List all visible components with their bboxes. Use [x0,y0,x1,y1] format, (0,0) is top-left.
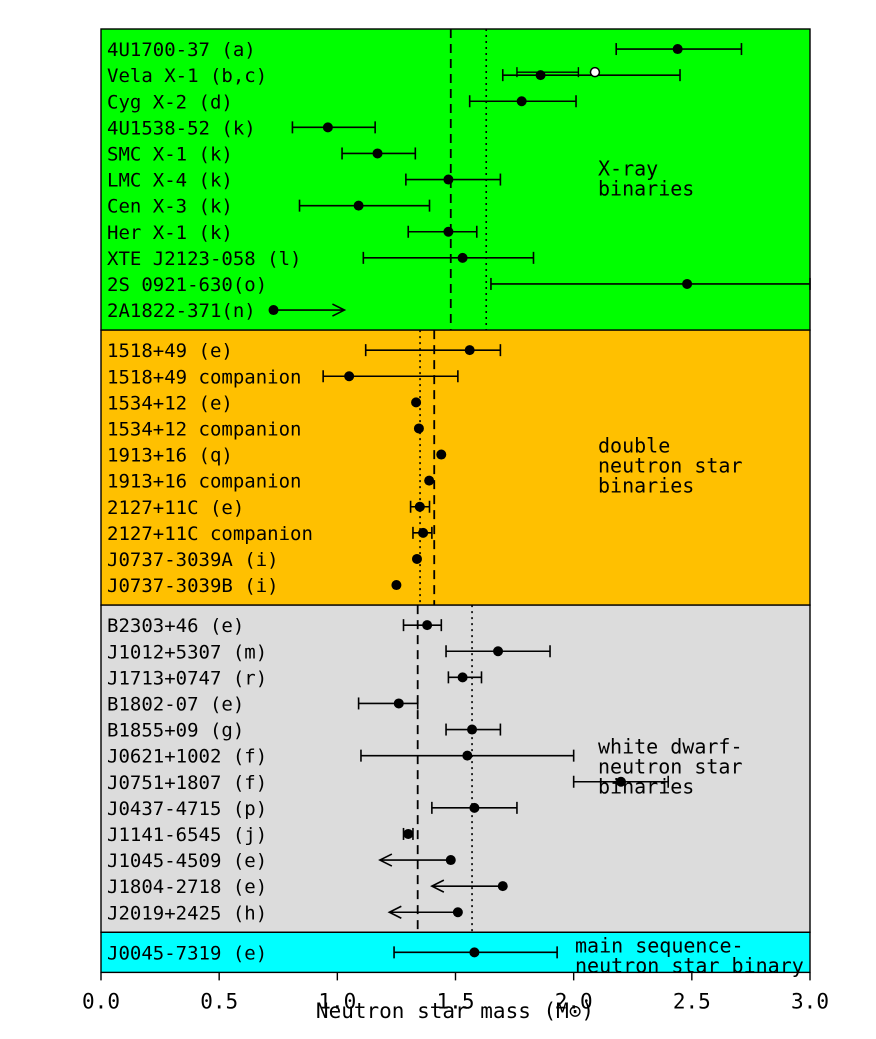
data-point [391,580,402,591]
group-label: neutron star binary [575,953,804,977]
data-point [516,96,527,107]
data-point [268,305,279,316]
data-point [422,620,433,631]
limit-arrow [378,853,393,867]
row-label: J0737-3039B (i) [107,575,279,597]
open-marker [589,66,601,78]
limit-arrow [332,303,347,317]
row-label: 2127+11C companion [107,523,313,545]
row-labels: 4U1700-37 (a) Vela X-1 (b,c) Cyg X-2 (d) 4U… [107,39,313,964]
group-band [100,604,811,933]
data-point [615,776,626,787]
data-point [403,828,414,839]
data-point [457,252,468,263]
x-tick-label: 0.0 [82,989,120,1013]
row-label: LMC X-4 (k) [107,170,233,192]
row-label: J1713+0747 (r) [107,667,267,689]
group-label: double [598,434,670,458]
row-label: J1045-4509 (e) [107,850,267,872]
data-point [411,397,422,408]
row-label: 4U1700-37 (a) [107,39,256,61]
group-label: white dwarf- [598,735,743,759]
data-point [393,698,404,709]
row-label: J0751+1807 (f) [107,772,267,794]
group-label: main sequence- [575,933,744,957]
group-label: neutron star [598,755,743,779]
row-label: 1913+16 (q) [107,445,233,467]
row-label: J0621+1002 (f) [107,746,267,768]
row-label: J1141-6545 (j) [107,824,267,846]
row-label: J1012+5307 (m) [107,641,267,663]
group-label: binaries [598,177,694,201]
row-label: XTE J2123-058 (l) [107,248,301,270]
row-label: SMC X-1 (k) [107,143,233,165]
data-point [436,449,447,460]
data-point [322,122,333,133]
data-point [372,148,383,159]
data-point [672,44,683,55]
data-point [443,226,454,237]
data-point [469,802,480,813]
row-label: 1518+49 (e) [107,340,233,362]
row-label: J1804-2718 (e) [107,876,267,898]
data-point [682,278,693,289]
x-tick-label: 1.0 [318,989,356,1013]
row-label: Cyg X-2 (d) [107,91,233,113]
x-tick-label: 2.0 [555,989,593,1013]
row-label: 2A1822-371(n) [107,300,256,322]
data-point [457,672,468,683]
data-point [462,750,473,761]
data-point [445,855,456,866]
x-axis: 0.0 0.5 1.0 1.5 2.0 2.5 3.0 [82,972,829,1013]
group-label: binaries [598,775,694,799]
data-point [452,907,463,918]
row-label: 1534+12 companion [107,418,301,440]
data-point [467,724,478,735]
group-label: binaries [598,474,694,498]
x-tick-label: 2.5 [673,989,711,1013]
row-label: J0737-3039A (i) [107,549,279,571]
data-point [424,475,435,486]
group-label: neutron star [598,454,743,478]
x-tick-label: 0.5 [200,989,238,1013]
data-point [493,646,504,657]
data-point [344,371,355,382]
x-tick-label: 3.0 [791,989,829,1013]
row-label: J0045-7319 (e) [107,942,267,964]
data-markers [268,44,693,958]
row-label: Cen X-3 (k) [107,196,233,218]
data-point [411,553,422,564]
row-label: J0437-4715 (p) [107,798,267,820]
data-point [353,200,364,211]
x-axis-label: Neutron star mass (M⊙) [316,999,594,1023]
row-label: B2303+46 (e) [107,615,244,637]
row-label: 2127+11C (e) [107,497,244,519]
data-point [414,501,425,512]
data-point [497,881,508,892]
data-point [535,70,546,81]
data-point [469,947,480,958]
data-point [413,423,424,434]
limit-arrow [387,905,402,919]
limit-arrow [430,879,445,893]
data-point [464,345,475,356]
row-label: B1855+09 (g) [107,720,244,742]
x-tick-label: 1.5 [437,989,475,1013]
row-label: 2S 0921-630(o) [107,274,267,296]
row-label: Her X-1 (k) [107,222,233,244]
row-label: B1802-07 (e) [107,693,244,715]
row-label: 1913+16 companion [107,471,301,493]
data-point [418,527,429,538]
group-label: X-ray [598,157,658,181]
data-point [443,174,454,185]
row-label: 4U1538-52 (k) [107,117,256,139]
row-label: J2019+2425 (h) [107,902,267,924]
row-label: Vela X-1 (b,c) [107,65,267,87]
row-label: 1534+12 (e) [107,392,233,414]
row-label: 1518+49 companion [107,366,301,388]
